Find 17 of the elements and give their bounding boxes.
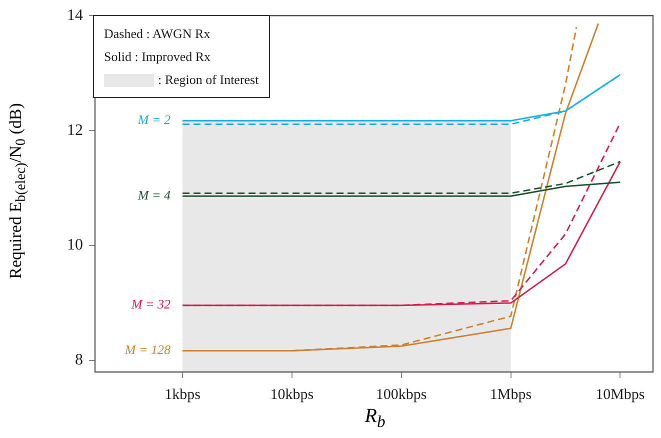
legend-label: : Region of Interest xyxy=(158,72,259,87)
series-label: M = 32 xyxy=(130,296,172,312)
x-tick-label: 100kbps xyxy=(376,386,427,403)
x-axis-title: R$_{b}$ xyxy=(364,405,386,432)
annotation: Dashed : AWGN Rx xyxy=(104,24,212,43)
x-tick-label: 10Mbps xyxy=(596,386,645,403)
annotation: Solid : Improved Rx xyxy=(104,48,212,66)
y-tick-label: 12 xyxy=(67,122,83,139)
series-label: M = 128 xyxy=(124,342,172,358)
y-tick-label: 8 xyxy=(75,352,83,369)
series-label: M = 4 xyxy=(136,188,172,203)
x-tick-label: 10kbps xyxy=(270,386,314,403)
x-tick-label: 1Mbps xyxy=(490,386,532,403)
y-tick-label: 10 xyxy=(67,236,83,254)
y-tick-label: 14 xyxy=(67,6,83,24)
series-label: M = 2 xyxy=(136,112,172,128)
x-tick-label: 1kbps xyxy=(164,386,201,403)
